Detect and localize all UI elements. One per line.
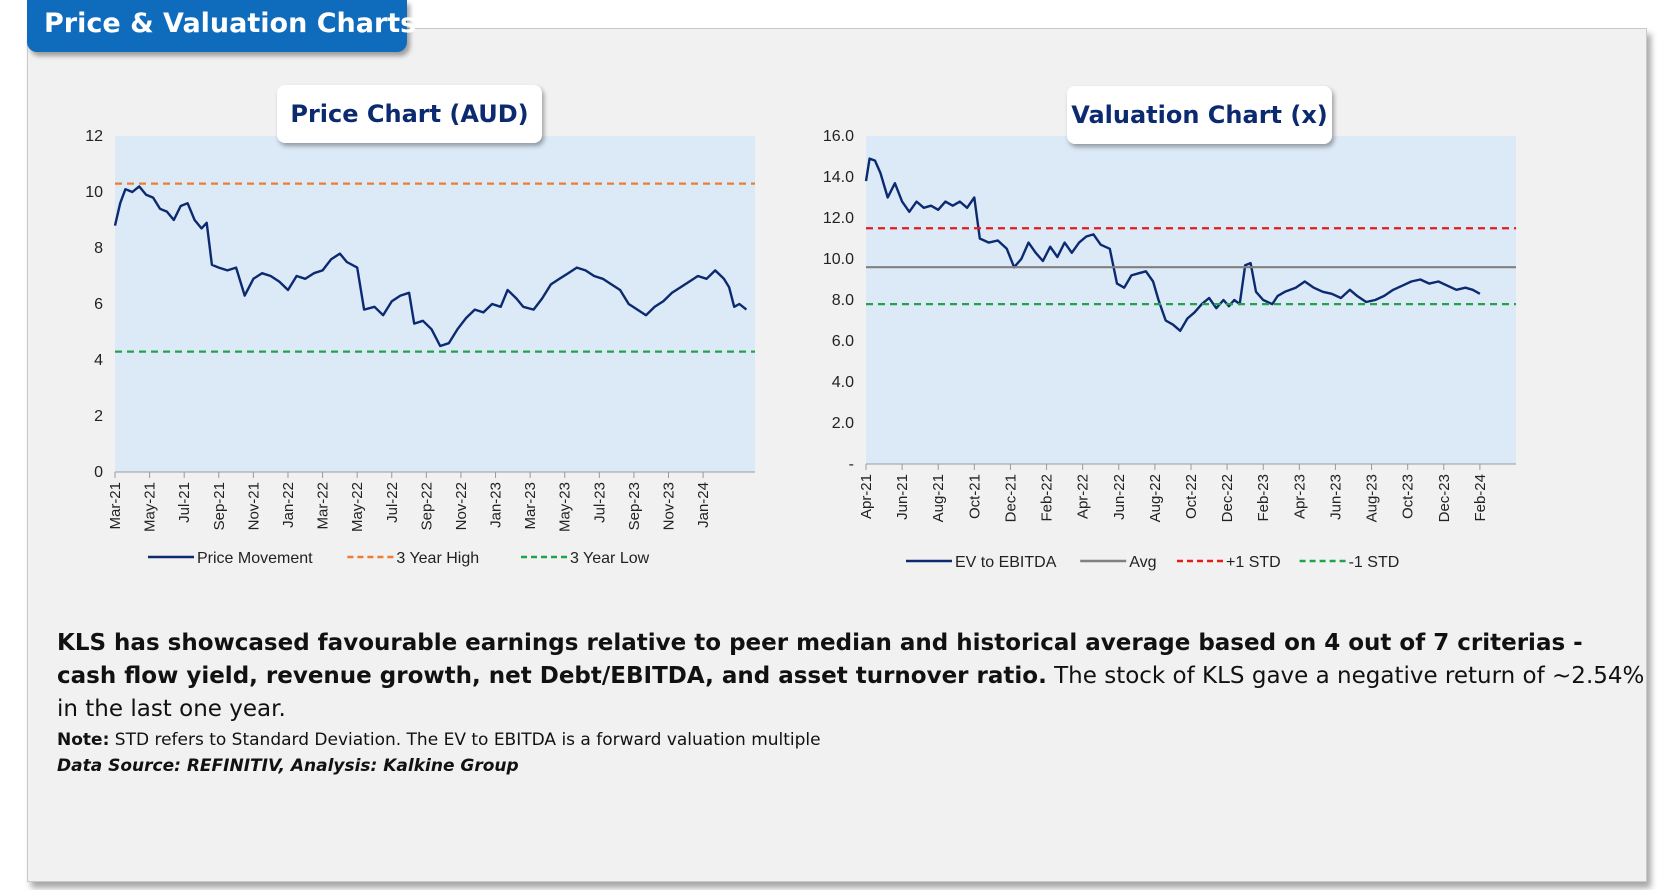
x-tick-label: Feb-24 bbox=[1472, 474, 1489, 522]
price-chart-title: Price Chart (AUD) bbox=[277, 85, 542, 143]
y-tick-label: 4 bbox=[94, 352, 103, 369]
price-chart: 0 2 4 6 8 10 12 Mar-21 May-21 Jul-21 Sep-21 Nov-21 J… bbox=[85, 128, 755, 567]
x-tick-label: Aug-21 bbox=[930, 474, 947, 522]
x-tick-label: Aug-22 bbox=[1147, 474, 1164, 522]
x-tick-label: Mar-23 bbox=[522, 482, 539, 530]
x-tick-label: Dec-22 bbox=[1219, 474, 1236, 522]
x-tick-label: Oct-23 bbox=[1400, 474, 1417, 519]
summary-text: KLS has showcased favourable earnings re… bbox=[57, 627, 1647, 726]
note-text: STD refers to Standard Deviation. The EV… bbox=[109, 730, 821, 750]
y-tick-label: 12.0 bbox=[823, 210, 854, 227]
x-tick-label: Apr-22 bbox=[1075, 474, 1092, 519]
x-tick-label: Dec-21 bbox=[1002, 474, 1019, 522]
x-tick-label: Jan-24 bbox=[695, 482, 712, 528]
x-tick-label: Nov-21 bbox=[245, 482, 262, 530]
x-tick-label: Aug-23 bbox=[1364, 474, 1381, 522]
x-tick-label: Jan-23 bbox=[488, 482, 505, 528]
x-tick-label: Jun-22 bbox=[1111, 474, 1128, 520]
note-label: Note: bbox=[57, 730, 110, 750]
x-tick-label: Oct-22 bbox=[1183, 474, 1200, 519]
x-tick-label: Jun-23 bbox=[1327, 474, 1344, 520]
series-line-price-movement bbox=[113, 185, 748, 348]
valuation-chart-title: Valuation Chart (x) bbox=[1067, 86, 1332, 144]
legend-label: Price Movement bbox=[197, 550, 313, 567]
legend-label: -1 STD bbox=[1349, 554, 1400, 571]
legend-label: +1 STD bbox=[1226, 554, 1281, 571]
x-tick-label: Feb-22 bbox=[1039, 474, 1056, 522]
header-tab bbox=[27, 0, 407, 52]
plot-area bbox=[115, 136, 755, 472]
y-tick-label: 10.0 bbox=[823, 251, 854, 268]
x-tick-label: May-22 bbox=[349, 482, 366, 532]
y-tick-label: 12 bbox=[85, 128, 103, 145]
x-tick-label: Oct-21 bbox=[966, 474, 983, 519]
x-tick-label: Sep-21 bbox=[211, 482, 228, 530]
legend-label: 3 Year High bbox=[396, 550, 479, 567]
y-tick-label: 6 bbox=[94, 296, 103, 313]
y-tick-label: 2.0 bbox=[832, 415, 854, 432]
note: Note: STD refers to Standard Deviation. … bbox=[57, 730, 821, 750]
x-tick-label: Jan-22 bbox=[280, 482, 297, 528]
data-source: Data Source: REFINITIV, Analysis: Kalkin… bbox=[57, 756, 519, 776]
x-tick-label: Dec-23 bbox=[1436, 474, 1453, 522]
x-tick-label: Apr-21 bbox=[858, 474, 875, 519]
x-tick-label: Apr-23 bbox=[1291, 474, 1308, 519]
y-tick-label: 14.0 bbox=[823, 169, 854, 186]
x-tick-label: Jul-21 bbox=[176, 482, 193, 523]
x-tick-label: Mar-21 bbox=[107, 482, 124, 530]
x-tick-label: Sep-23 bbox=[626, 482, 643, 530]
x-tick-label: Jul-23 bbox=[591, 482, 608, 523]
y-tick-label: - bbox=[849, 456, 854, 473]
x-tick-label: Feb-23 bbox=[1255, 474, 1272, 522]
legend-label: Avg bbox=[1129, 554, 1156, 571]
y-tick-label: 6.0 bbox=[832, 333, 854, 350]
y-tick-label: 0 bbox=[94, 464, 103, 481]
y-tick-label: 4.0 bbox=[832, 374, 854, 391]
x-tick-label: Jun-21 bbox=[894, 474, 911, 520]
plot-area bbox=[866, 136, 1516, 464]
x-tick-label: Mar-22 bbox=[315, 482, 332, 530]
x-tick-label: Nov-22 bbox=[453, 482, 470, 530]
y-tick-label: 16.0 bbox=[823, 128, 854, 145]
summary-bold: KLS has showcased favourable earnings re… bbox=[57, 630, 1583, 689]
page-title: Price & Valuation Charts bbox=[44, 8, 417, 39]
x-tick-label: Nov-23 bbox=[661, 482, 678, 530]
y-tick-label: 10 bbox=[85, 184, 103, 201]
legend-label: 3 Year Low bbox=[570, 550, 650, 567]
legend-label: EV to EBITDA bbox=[955, 554, 1057, 571]
x-tick-label: Sep-22 bbox=[418, 482, 435, 530]
summary-normal: The stock of KLS gave a negative return … bbox=[57, 663, 1645, 722]
y-tick-label: 8.0 bbox=[832, 292, 854, 309]
x-tick-label: Jul-22 bbox=[384, 482, 401, 523]
y-tick-label: 8 bbox=[94, 240, 103, 257]
series-line-ev-to-ebitda bbox=[864, 157, 1481, 332]
x-tick-label: May-23 bbox=[557, 482, 574, 532]
x-tick-label: May-21 bbox=[142, 482, 159, 532]
y-tick-label: 2 bbox=[94, 408, 103, 425]
valuation-chart: - 2.0 4.0 6.0 8.0 10.0 12.0 14.0 16.0 Apr-21 Jun-2… bbox=[823, 128, 1516, 571]
